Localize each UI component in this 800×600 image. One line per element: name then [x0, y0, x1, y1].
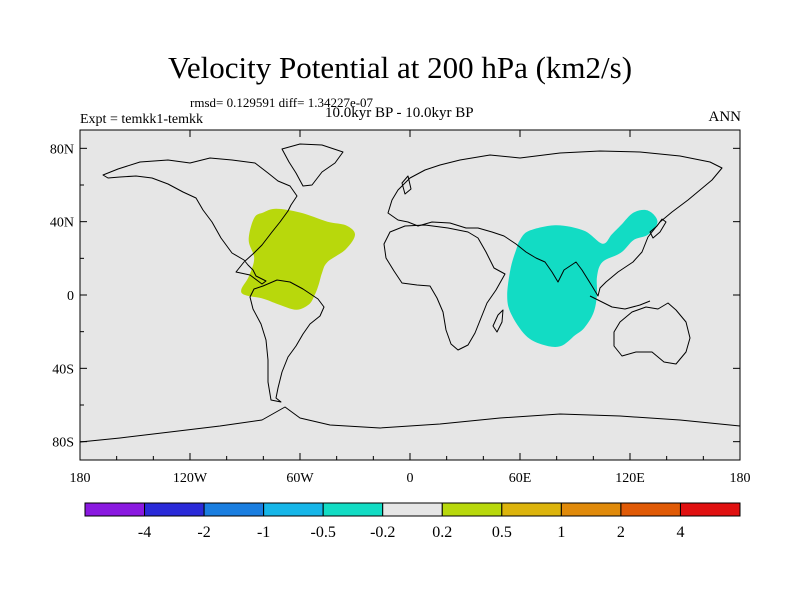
y-tick-label: 80N — [50, 142, 74, 157]
colorbar-swatch — [679, 502, 741, 517]
chart-title: Velocity Potential at 200 hPa (km2/s) — [167, 50, 633, 85]
colorbar-swatch — [203, 502, 265, 517]
colorbar-swatch — [263, 502, 324, 517]
x-tick-label: 180 — [70, 471, 91, 486]
x-axis: 180 120W 60W 0 60E 120E 180 — [70, 130, 751, 486]
coastlines — [79, 143, 741, 443]
x-tick-label: 60W — [286, 471, 314, 486]
colorbar-label: 2 — [617, 524, 625, 541]
colorbar-label: -0.5 — [311, 524, 336, 541]
colorbar-swatch — [84, 502, 146, 517]
colorbar-swatch — [620, 502, 681, 517]
coastline-greenland — [281, 143, 344, 187]
colorbar-label: 4 — [676, 524, 684, 541]
colorbar-swatch — [382, 502, 443, 517]
y-tick-label: 40S — [52, 362, 74, 377]
colorbar-label: -2 — [197, 524, 210, 541]
coastline-japan — [649, 218, 667, 239]
colorbar-swatch — [501, 502, 562, 517]
x-tick-label: 120E — [615, 471, 645, 486]
colorbar-label: 1 — [557, 524, 565, 541]
x-tick-label: 180 — [730, 471, 751, 486]
coastline-eurasia — [387, 150, 723, 297]
coastline-antarctica — [79, 406, 741, 443]
indian-ocean-negative-anomaly — [507, 209, 658, 347]
colorbar-label: 0.2 — [432, 524, 452, 541]
y-tick-label: 80S — [52, 436, 74, 451]
experiment-label: Expt = temkk1-temkk — [80, 112, 203, 127]
map-background — [80, 130, 740, 460]
colorbar: -4 -2 -1 -0.5 -0.2 0.2 0.5 1 2 4 — [84, 502, 741, 541]
y-tick-label: 0 — [67, 289, 74, 304]
coastline-north-america — [102, 157, 298, 285]
period-label: 10.0kyr BP - 10.0kyr BP — [325, 105, 474, 121]
colorbar-label: 0.5 — [492, 524, 512, 541]
stats-label: rmsd= 0.129591 diff= 1.34227e-07 — [190, 95, 374, 110]
x-tick-label: 60E — [509, 471, 532, 486]
coastline-indonesia — [589, 295, 651, 310]
atlantic-positive-anomaly — [241, 208, 355, 310]
colorbar-label: -1 — [257, 524, 270, 541]
colorbar-label: -4 — [138, 524, 151, 541]
coastline-australia — [613, 302, 691, 365]
x-tick-label: 0 — [407, 471, 414, 486]
anomaly-regions — [241, 208, 658, 347]
coastline-africa — [383, 224, 506, 351]
y-axis: 80N 40N 0 40S 80S — [50, 142, 740, 451]
season-label: ANN — [708, 109, 742, 125]
colorbar-swatch — [144, 502, 205, 517]
colorbar-swatch — [441, 502, 503, 517]
colorbar-swatch — [322, 502, 384, 517]
x-tick-label: 120W — [173, 471, 208, 486]
colorbar-label: -0.2 — [370, 524, 395, 541]
coastline-south-america — [249, 279, 325, 403]
colorbar-swatch — [560, 502, 622, 517]
y-tick-label: 40N — [50, 216, 74, 231]
coastline-uk — [401, 175, 412, 195]
coastline-madagascar — [492, 309, 504, 333]
